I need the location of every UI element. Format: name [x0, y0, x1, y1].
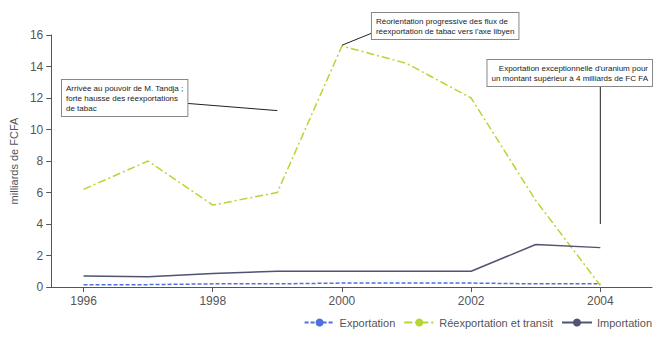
svg-text:2000: 2000	[329, 294, 356, 308]
svg-text:de tabac: de tabac	[66, 104, 97, 113]
svg-text:10: 10	[30, 123, 44, 137]
svg-text:milliards de FCFA: milliards de FCFA	[8, 117, 20, 204]
svg-text:Exportation: Exportation	[340, 317, 396, 329]
svg-text:2: 2	[37, 249, 44, 263]
svg-text:0: 0	[37, 280, 44, 294]
svg-text:Réorientation progressive des: Réorientation progressive des flux de	[376, 17, 509, 26]
svg-text:14: 14	[30, 60, 44, 74]
svg-text:Exportation exceptionnelle d'u: Exportation exceptionnelle d'uranium pou…	[499, 64, 649, 73]
svg-text:un montant supérieur à 4 milli: un montant supérieur à 4 milliards de FC…	[491, 74, 648, 83]
svg-text:Réexportation et transit: Réexportation et transit	[439, 317, 553, 329]
svg-text:Arrivée au pouvoir de M. Tandj: Arrivée au pouvoir de M. Tandja ;	[66, 84, 183, 93]
svg-text:forte hausse des réexportation: forte hausse des réexportations	[66, 94, 178, 103]
svg-text:12: 12	[30, 91, 44, 105]
svg-text:16: 16	[30, 28, 44, 42]
svg-text:Importation: Importation	[597, 317, 652, 329]
svg-text:2002: 2002	[458, 294, 485, 308]
svg-text:1996: 1996	[70, 294, 97, 308]
svg-text:8: 8	[37, 154, 44, 168]
svg-text:réexportation de tabac vers l': réexportation de tabac vers l'axe libyen	[376, 27, 515, 36]
svg-text:4: 4	[37, 217, 44, 231]
svg-text:6: 6	[37, 186, 44, 200]
svg-text:2004: 2004	[587, 294, 614, 308]
svg-text:1998: 1998	[199, 294, 226, 308]
